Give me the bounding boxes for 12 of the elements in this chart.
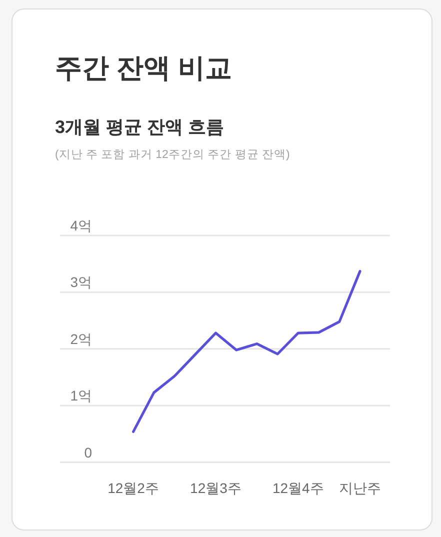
- y-tick-label: 0: [84, 444, 92, 460]
- chart-title: 주간 잔액 비교: [55, 53, 232, 83]
- x-tick-label: 지난주: [339, 480, 381, 496]
- y-tick-label: 2억: [70, 330, 92, 347]
- x-tick-label: 12월4주: [272, 480, 324, 496]
- y-tick-label: 3억: [70, 274, 92, 290]
- y-tick-label: 4억: [70, 218, 92, 234]
- text: (지난 주 포함 과거 12주간의 주간 평균 잔액): [55, 149, 290, 161]
- x-tick-label: 12월2주: [108, 480, 159, 496]
- x-tick-label: 12월3주: [190, 480, 242, 496]
- y-tick-label: 1억: [70, 388, 92, 404]
- chart-subtitle: 3개월 평균 잔액 흐름: [55, 117, 224, 137]
